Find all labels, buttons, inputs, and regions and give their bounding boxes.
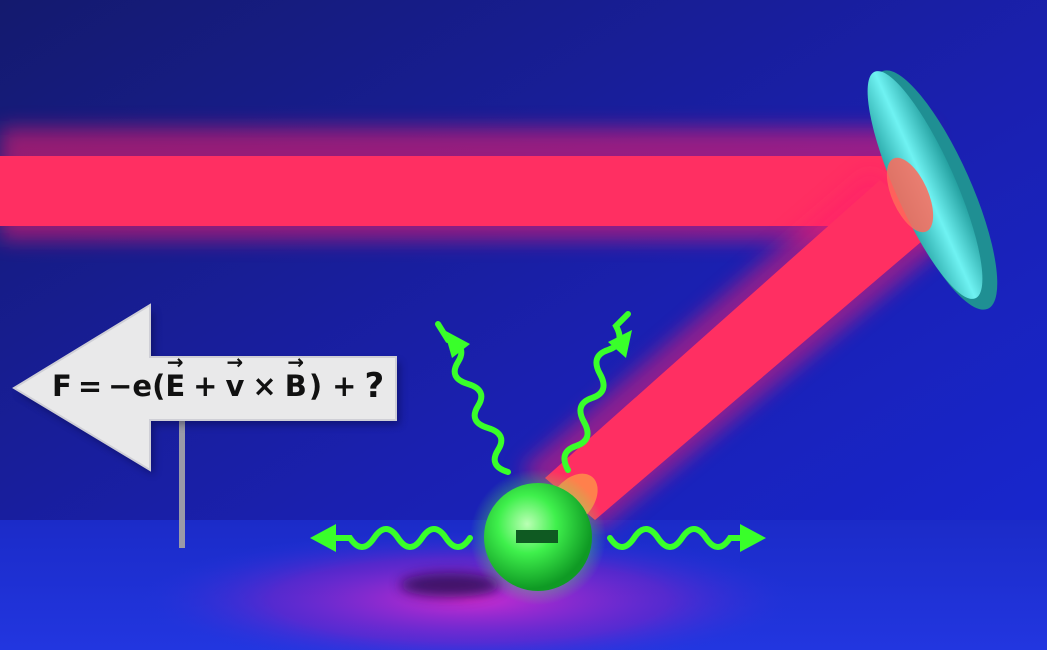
formula-question: ?: [364, 366, 385, 406]
formula-equals: =: [77, 369, 103, 403]
sign-post: [179, 418, 185, 548]
laser-beam-horizontal: [0, 128, 930, 240]
emission-wave-arrow-left: [310, 524, 473, 552]
direction-sign-icon: [12, 303, 400, 475]
formula-B: B: [285, 369, 307, 403]
formula-plus: +: [193, 369, 218, 403]
electron-icon: [470, 469, 606, 605]
formula-close-plus: ) +: [308, 369, 357, 403]
electron-shadow: [400, 573, 500, 597]
lorentz-force-formula: F = −e( E + v × B ) + ?: [52, 360, 397, 412]
emission-wave-arrow-up-right: [561, 311, 632, 473]
emission-wave-arrow-up-left: [435, 321, 511, 475]
formula-E: E: [165, 369, 185, 403]
formula-times: ×: [252, 369, 277, 403]
formula-v: v: [225, 369, 244, 403]
formula-F: F: [52, 369, 72, 403]
minus-sign: [516, 530, 558, 543]
emission-wave-arrow-right: [607, 524, 766, 552]
mirror-icon: [867, 70, 998, 310]
formula-neg-e: −e(: [108, 369, 166, 403]
